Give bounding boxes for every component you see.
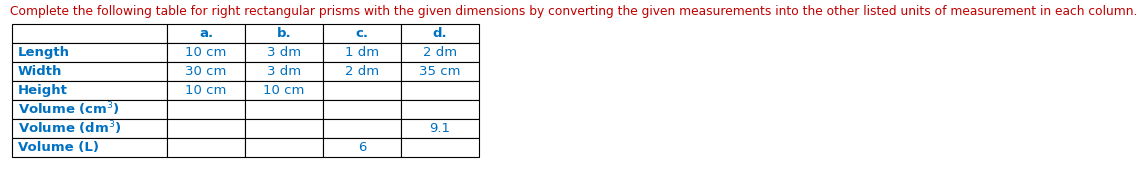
Bar — [167, 24, 245, 43]
Text: d.: d. — [432, 27, 447, 40]
Text: 2 dm: 2 dm — [345, 65, 379, 78]
Bar — [11, 62, 167, 81]
Bar — [167, 62, 245, 81]
Text: a.: a. — [198, 27, 213, 40]
Text: Complete the following table for right rectangular prisms with the given dimensi: Complete the following table for right r… — [10, 5, 1137, 18]
Bar — [401, 24, 479, 43]
Bar — [401, 138, 479, 157]
Bar — [11, 119, 167, 138]
Bar — [401, 100, 479, 119]
Text: 10 cm: 10 cm — [264, 84, 305, 97]
Bar — [323, 62, 401, 81]
Bar — [245, 62, 323, 81]
Bar — [401, 81, 479, 100]
Bar — [245, 119, 323, 138]
Text: 10 cm: 10 cm — [186, 46, 227, 59]
Bar — [401, 43, 479, 62]
Bar — [11, 81, 167, 100]
Bar — [11, 24, 167, 43]
Text: b.: b. — [276, 27, 291, 40]
Bar — [323, 100, 401, 119]
Bar — [11, 100, 167, 119]
Text: 1 dm: 1 dm — [345, 46, 379, 59]
Bar — [11, 43, 167, 62]
Bar — [323, 43, 401, 62]
Text: 10 cm: 10 cm — [186, 84, 227, 97]
Text: 35 cm: 35 cm — [420, 65, 461, 78]
Text: 30 cm: 30 cm — [186, 65, 227, 78]
Text: 6: 6 — [358, 141, 366, 154]
Text: Width: Width — [17, 65, 62, 78]
Bar — [245, 24, 323, 43]
Text: Volume (dm$^3$): Volume (dm$^3$) — [17, 120, 122, 137]
Text: Volume (cm$^3$): Volume (cm$^3$) — [17, 101, 119, 118]
Bar — [245, 100, 323, 119]
Bar — [167, 138, 245, 157]
Bar — [167, 100, 245, 119]
Bar — [167, 119, 245, 138]
Bar — [11, 138, 167, 157]
Text: Height: Height — [17, 84, 68, 97]
Text: 2 dm: 2 dm — [423, 46, 457, 59]
Bar — [401, 119, 479, 138]
Bar — [167, 43, 245, 62]
Text: c.: c. — [356, 27, 368, 40]
Bar — [245, 81, 323, 100]
Bar — [401, 62, 479, 81]
Text: Volume (L): Volume (L) — [17, 141, 99, 154]
Bar — [245, 43, 323, 62]
Text: 3 dm: 3 dm — [267, 46, 301, 59]
Bar — [323, 81, 401, 100]
Text: 9.1: 9.1 — [429, 122, 451, 135]
Bar — [167, 81, 245, 100]
Bar — [323, 119, 401, 138]
Bar — [323, 138, 401, 157]
Bar — [323, 24, 401, 43]
Bar — [245, 138, 323, 157]
Text: 3 dm: 3 dm — [267, 65, 301, 78]
Text: Length: Length — [17, 46, 70, 59]
